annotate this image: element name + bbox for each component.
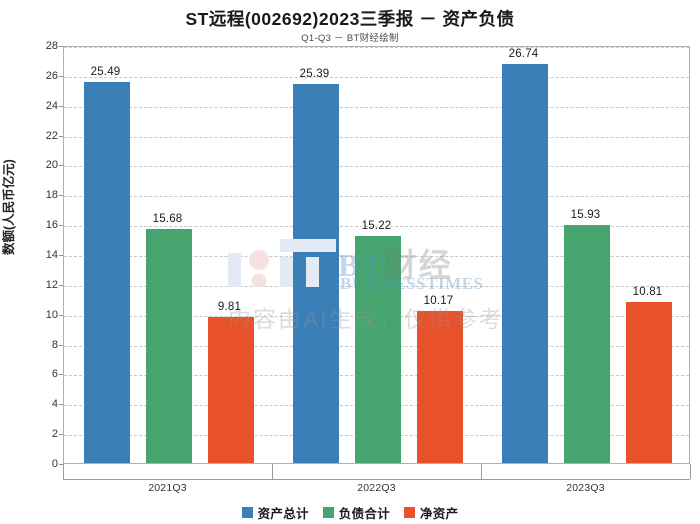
bar-value-label: 15.22	[361, 219, 392, 232]
y-axis-tick-label: 26	[45, 69, 58, 82]
y-axis-tick-mark	[59, 225, 63, 227]
y-axis-tick-label: 24	[45, 99, 58, 112]
x-axis-tick-mark	[690, 464, 691, 479]
bar-value-label: 15.68	[152, 212, 183, 225]
bar-value-label: 10.81	[632, 285, 663, 298]
bar[interactable]	[292, 83, 339, 463]
y-axis-tick-label: 6	[51, 368, 58, 381]
y-axis-label: 数额(人民币亿元)	[2, 159, 16, 255]
y-axis-tick-mark	[59, 255, 63, 256]
y-axis-tick-mark	[59, 165, 63, 167]
bar[interactable]	[625, 301, 672, 463]
legend-swatch-icon	[404, 507, 415, 518]
bar-value-label: 25.39	[299, 67, 330, 80]
bar-value-label: 25.49	[90, 66, 121, 79]
legend-item[interactable]: 负债合计	[322, 503, 390, 522]
x-axis-line	[63, 479, 690, 480]
y-axis-tick-label: 8	[51, 338, 58, 351]
x-axis-tick-mark	[272, 464, 273, 479]
chart-subtitle: Q1-Q3 － BT财经绘制	[301, 33, 399, 44]
y-axis-tick-mark	[59, 284, 63, 286]
legend-swatch-icon	[241, 507, 253, 518]
legend-label: 负债合计	[338, 507, 390, 521]
y-axis-tick-mark	[59, 314, 63, 316]
gridline	[64, 106, 689, 108]
x-axis-tick-label: 2021Q3	[148, 482, 187, 494]
y-axis-tick-mark	[59, 344, 63, 346]
y-axis-tick-label: 20	[45, 159, 58, 172]
y-axis-tick-mark	[59, 46, 63, 47]
y-axis-tick-label: 4	[51, 398, 58, 411]
bar[interactable]	[207, 316, 254, 463]
y-axis-tick-label: 28	[45, 40, 58, 52]
gridline	[64, 226, 689, 228]
y-axis-tick-label: 10	[45, 308, 58, 321]
bar[interactable]	[563, 225, 610, 463]
y-axis-tick-label: 12	[45, 278, 58, 291]
gridline	[64, 166, 689, 168]
y-axis-tick-mark	[59, 195, 63, 197]
bar-value-label: 26.74	[508, 47, 539, 60]
gridline	[64, 47, 689, 48]
gridline	[64, 136, 689, 138]
legend-item[interactable]: 资产总计	[241, 503, 309, 522]
y-axis-tick-label: 22	[45, 129, 58, 142]
x-axis-tick-mark	[63, 464, 64, 479]
legend-label: 净资产	[420, 507, 459, 521]
bar[interactable]	[145, 228, 192, 463]
y-axis-tick-mark	[59, 135, 63, 137]
bar-value-label: 10.17	[423, 295, 454, 308]
y-axis-tick-label: 2	[51, 428, 58, 441]
bar[interactable]	[416, 311, 463, 463]
gridline	[64, 196, 689, 198]
y-axis-tick-mark	[59, 374, 63, 376]
legend-swatch-icon	[322, 507, 334, 518]
y-axis-tick-mark	[59, 75, 63, 77]
chart-title: ST远程(002692)2023三季报 － 资产负债	[185, 9, 515, 29]
bar[interactable]	[501, 63, 548, 463]
chart-legend: 资产总计 负债合计 净资产	[0, 503, 700, 522]
legend-label: 资产总计	[257, 507, 309, 521]
x-axis-tick-label: 2022Q3	[357, 482, 396, 494]
y-axis-tick-mark	[59, 434, 63, 436]
y-axis-tick-mark	[59, 404, 63, 406]
plot-area	[63, 46, 690, 464]
y-axis-tick-mark	[59, 105, 63, 107]
bar[interactable]	[354, 235, 401, 463]
y-axis-tick-label: 0	[51, 458, 58, 470]
y-axis-tick-mark	[59, 464, 63, 465]
bar-value-label: 15.93	[570, 209, 601, 222]
x-axis-tick-mark	[481, 464, 482, 479]
x-axis-tick-label: 2023Q3	[566, 482, 605, 494]
y-axis-tick-label: 16	[45, 219, 58, 232]
legend-item[interactable]: 净资产	[404, 503, 458, 522]
gridline	[64, 76, 689, 78]
bar-value-label: 9.81	[217, 300, 242, 313]
bar[interactable]	[83, 82, 130, 463]
y-axis-tick-label: 18	[45, 189, 58, 202]
y-axis-tick-label: 14	[45, 249, 58, 261]
